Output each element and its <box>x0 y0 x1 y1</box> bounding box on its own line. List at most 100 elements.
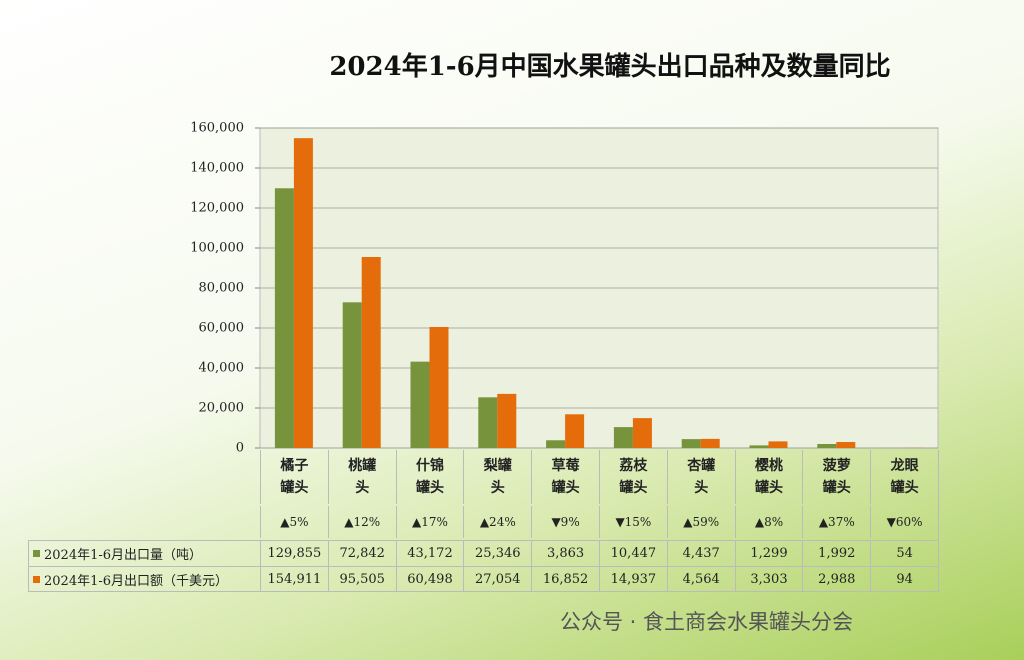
legend-label: 2024年1-6月出口量（吨） <box>44 548 203 563</box>
bar <box>836 442 856 448</box>
bar <box>342 302 362 448</box>
table-value-text: 54 <box>896 546 913 561</box>
table-value: 54 <box>870 540 938 566</box>
table-value-text: 4,564 <box>682 571 720 587</box>
category-label: 龙眼罐头 <box>870 450 938 504</box>
change-label-text: ▲5% <box>280 515 309 529</box>
change-label: ▼15% <box>599 506 667 538</box>
bar <box>749 445 769 448</box>
table-value-text: 60,498 <box>407 571 453 587</box>
table-value: 43,172 <box>395 540 464 566</box>
change-label-text: ▲17% <box>412 515 448 529</box>
table-value: 1,992 <box>802 540 871 566</box>
y-tick-label: 40,000 <box>199 361 245 376</box>
y-tick-label: 100,000 <box>190 241 244 256</box>
category-label-text: 樱桃罐头 <box>754 458 783 496</box>
table-value: 27,054 <box>463 566 532 592</box>
change-label-text: ▲37% <box>818 515 855 529</box>
bar <box>632 418 652 448</box>
table-value: 95,505 <box>327 566 396 592</box>
table-value: 1,299 <box>734 540 803 566</box>
category-label-text: 梨罐头 <box>483 458 512 496</box>
table-value-text: 72,842 <box>339 546 385 561</box>
table-value: 154,911 <box>260 566 328 592</box>
y-tick-label: 120,000 <box>190 201 244 216</box>
y-tick-label: 160,000 <box>190 121 244 136</box>
table-value-text: 3,303 <box>750 571 788 587</box>
bar <box>478 397 498 448</box>
change-label-text: ▲12% <box>344 515 381 529</box>
y-tick-label: 60,000 <box>199 321 245 336</box>
change-label: ▲59% <box>666 506 735 538</box>
legend-entry: 2024年1-6月出口额（千美元） <box>28 566 260 592</box>
table-value-text: 43,172 <box>407 546 453 561</box>
table-value-text: 94 <box>896 571 913 587</box>
table-value-text: 16,852 <box>542 571 589 587</box>
category-label-text: 菠萝罐头 <box>822 458 851 496</box>
category-label-text: 龙眼罐头 <box>890 458 919 496</box>
table-value-text: 10,447 <box>610 546 657 561</box>
table-value: 72,842 <box>327 540 396 566</box>
table-edge <box>938 450 939 592</box>
change-label: ▲37% <box>802 506 870 538</box>
bar <box>700 438 720 448</box>
y-tick-label: 80,000 <box>199 281 245 296</box>
table-value-text: 95,505 <box>339 571 385 587</box>
legend-label: 2024年1-6月出口额（千美元） <box>44 573 229 589</box>
legend-entry: 2024年1-6月出口量（吨） <box>28 540 260 566</box>
change-label: ▲5% <box>260 506 328 538</box>
category-label: 樱桃罐头 <box>734 450 803 504</box>
table-value: 25,346 <box>463 540 532 566</box>
change-label: ▼9% <box>531 506 599 538</box>
table-value: 16,852 <box>531 566 599 592</box>
bar <box>817 444 837 448</box>
category-label: 杏罐头 <box>666 450 735 504</box>
category-label: 菠萝罐头 <box>802 450 870 504</box>
category-label: 什锦罐头 <box>395 450 464 504</box>
change-label: ▲12% <box>327 506 396 538</box>
table-value: 3,863 <box>531 540 599 566</box>
bar <box>613 427 633 448</box>
table-value: 2,988 <box>802 566 871 592</box>
bar <box>681 439 701 448</box>
category-label-text: 桃罐头 <box>348 458 377 496</box>
category-label-text: 草莓罐头 <box>551 458 580 496</box>
category-label-text: 橘子罐头 <box>280 458 309 496</box>
legend-swatch <box>33 550 40 557</box>
table-value-text: 25,346 <box>475 546 521 561</box>
y-tick-label: 20,000 <box>199 401 245 416</box>
bar <box>768 441 788 448</box>
table-value-text: 129,855 <box>267 546 322 561</box>
table-value: 10,447 <box>599 540 667 566</box>
table-value-text: 3,863 <box>546 546 585 561</box>
watermark: 公众号 · 食土商会水果罐头分会 <box>560 610 854 634</box>
change-label-text: ▲8% <box>754 515 784 529</box>
table-value-text: 2,988 <box>818 571 856 587</box>
change-label-text: ▲59% <box>683 515 720 529</box>
table-value: 4,564 <box>666 566 735 592</box>
change-label-text: ▲24% <box>479 515 516 529</box>
table-value: 129,855 <box>260 540 328 566</box>
table-value-text: 14,937 <box>610 571 657 587</box>
change-label: ▲17% <box>395 506 464 538</box>
bar <box>497 393 517 448</box>
bar <box>361 256 381 448</box>
change-label-text: ▼9% <box>551 515 580 529</box>
category-label: 梨罐头 <box>463 450 531 504</box>
bar <box>293 138 313 449</box>
table-value: 60,498 <box>395 566 464 592</box>
table-value: 3,303 <box>734 566 803 592</box>
category-label: 草莓罐头 <box>531 450 599 504</box>
change-label: ▲8% <box>734 506 803 538</box>
change-label: ▼60% <box>870 506 938 538</box>
category-label-text: 杏罐头 <box>687 458 716 496</box>
category-label-text: 荔枝罐头 <box>619 458 648 496</box>
change-label-text: ▼15% <box>615 515 652 529</box>
y-tick-label: 140,000 <box>190 161 244 176</box>
table-value-text: 1,299 <box>750 546 788 561</box>
category-label: 橘子罐头 <box>260 450 328 504</box>
table-value-text: 154,911 <box>267 571 322 587</box>
table-value: 4,437 <box>666 540 735 566</box>
